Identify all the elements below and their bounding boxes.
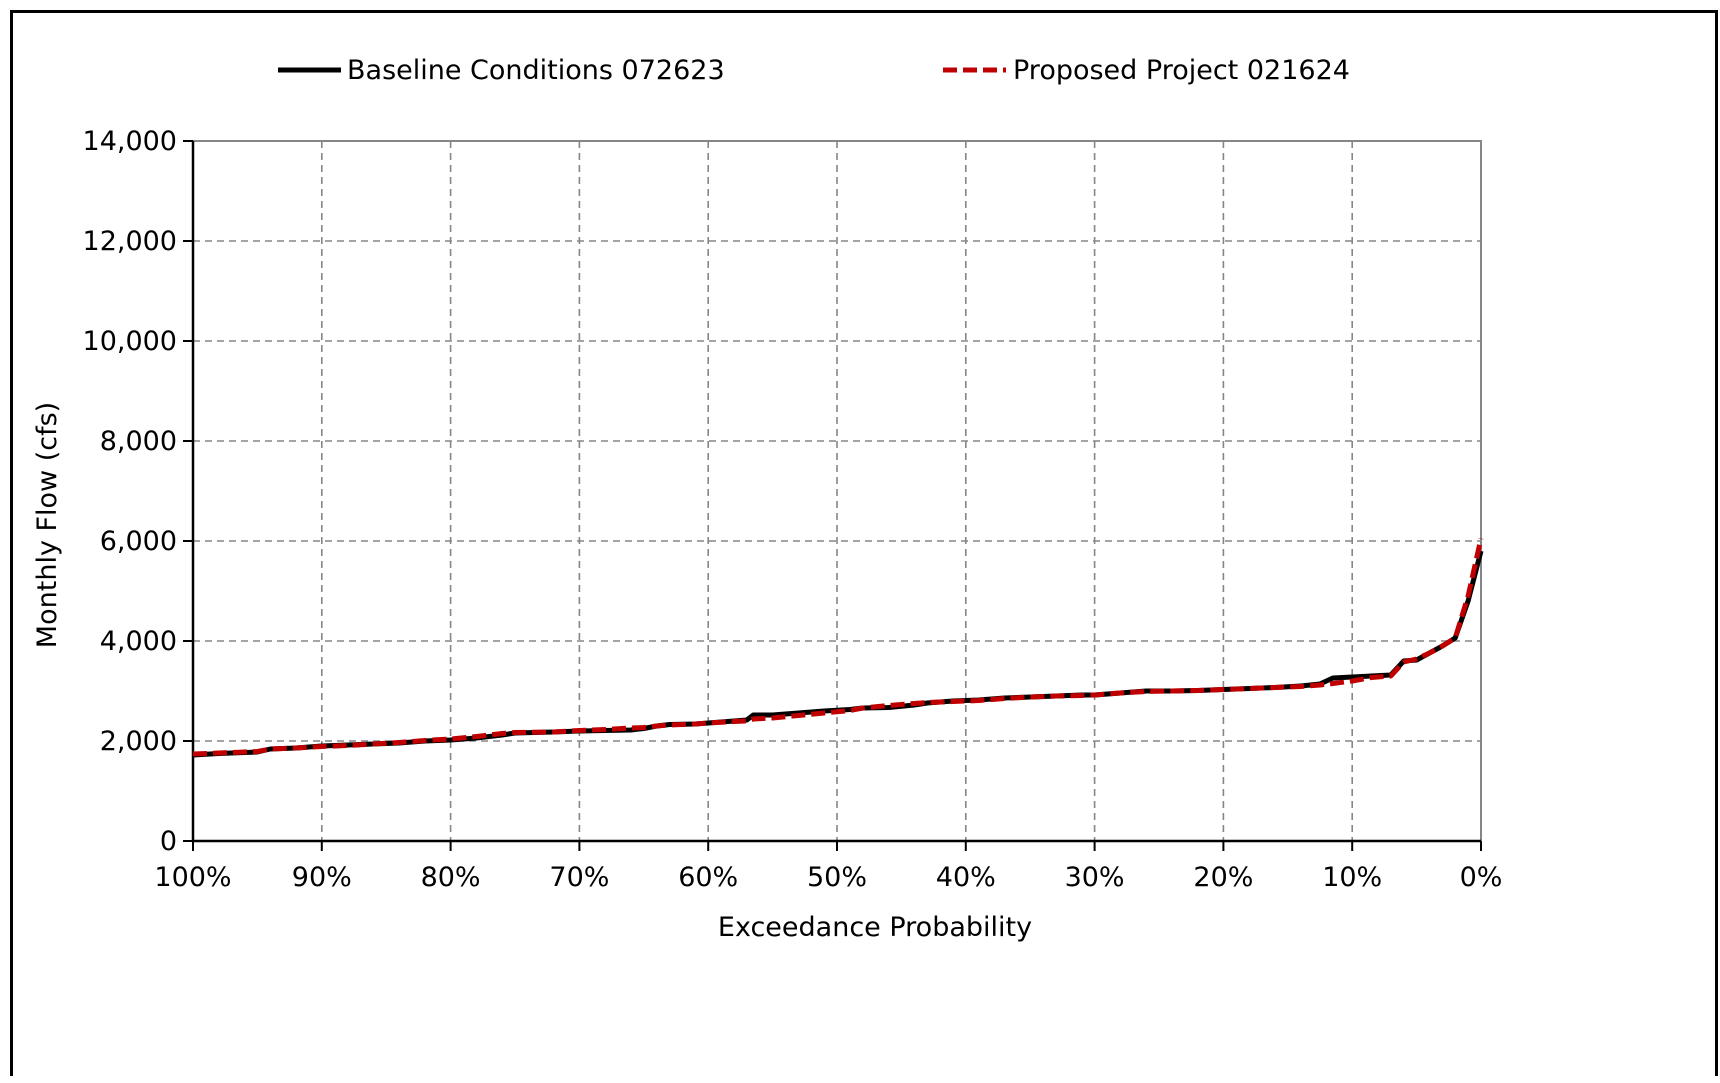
legend-label-baseline: Baseline Conditions 072623: [347, 55, 725, 86]
y-tick-label: 10,000: [83, 326, 177, 357]
chart-frame: 0 2,000 4,000 6,000 8,000 10,000 12,000 14,000 1…: [10, 10, 1718, 1076]
y-tick-label: 2,000: [100, 726, 177, 757]
legend-label-proposed: Proposed Project 021624: [1013, 55, 1350, 86]
x-tick-label: 60%: [678, 862, 738, 893]
axes: 0 2,000 4,000 6,000 8,000 10,000 12,000 14,000 1…: [83, 126, 1503, 893]
y-tick-label: 12,000: [83, 226, 177, 257]
y-tick-label: 0: [160, 826, 177, 857]
x-tick-label: 10%: [1322, 862, 1382, 893]
x-tick-label: 90%: [292, 862, 352, 893]
x-tick-label: 20%: [1193, 862, 1253, 893]
x-tick-label: 70%: [549, 862, 609, 893]
x-axis-label: Exceedance Probability: [718, 912, 1032, 943]
y-tick-label: 14,000: [83, 126, 177, 157]
grid: [193, 141, 1481, 841]
x-tick-label: 40%: [936, 862, 996, 893]
y-tick-label: 6,000: [100, 526, 177, 557]
x-tick-label: 50%: [807, 862, 867, 893]
x-tick-label: 0%: [1460, 862, 1503, 893]
y-tick-label: 4,000: [100, 626, 177, 657]
x-tick-label: 30%: [1065, 862, 1125, 893]
legend: Baseline Conditions 072623 Proposed Proj…: [278, 55, 1350, 86]
x-tick-label: 100%: [154, 862, 231, 893]
series-lines: [192, 537, 1484, 758]
legend-item-proposed: Proposed Project 021624: [943, 55, 1350, 86]
y-axis-label: Monthly Flow (cfs): [32, 402, 63, 648]
exceedance-chart: 0 2,000 4,000 6,000 8,000 10,000 12,000 14,000 1…: [32, 55, 1503, 943]
series-line-proposed: [192, 537, 1484, 757]
x-tick-label: 80%: [421, 862, 481, 893]
series-line-baseline: [192, 550, 1484, 758]
legend-item-baseline: Baseline Conditions 072623: [278, 55, 725, 86]
y-tick-label: 8,000: [100, 426, 177, 457]
